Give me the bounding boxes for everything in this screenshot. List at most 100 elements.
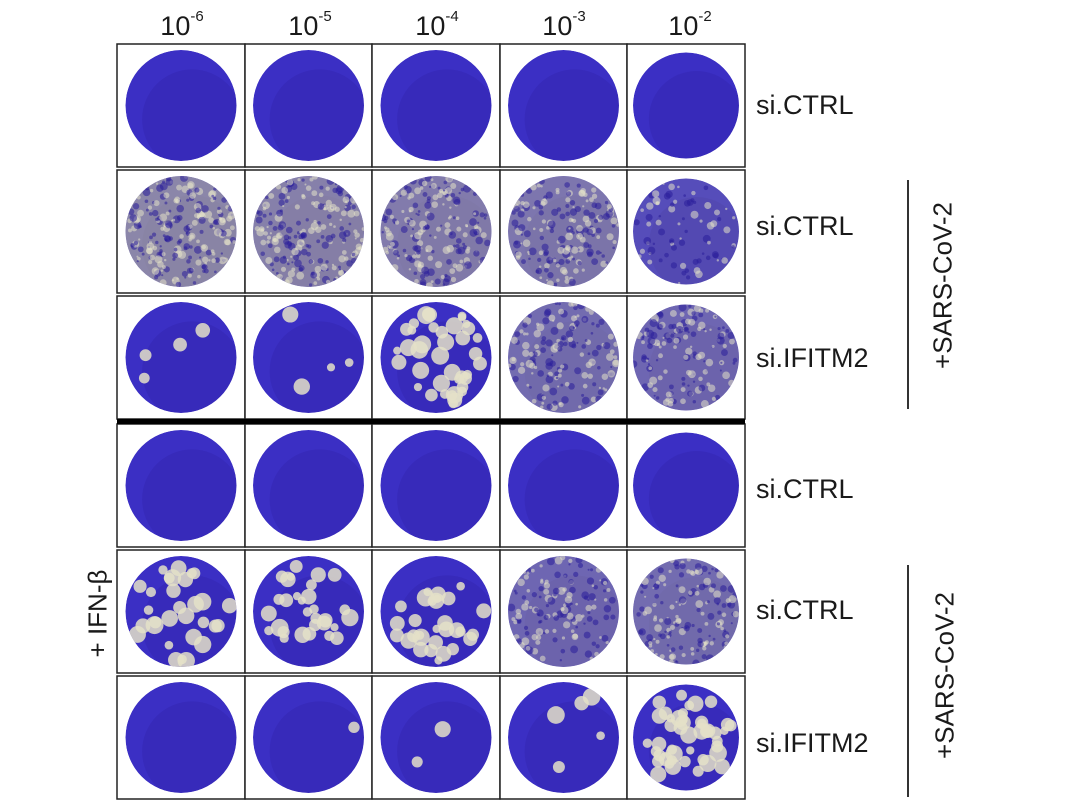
plaque — [305, 579, 317, 591]
plaque — [704, 695, 718, 708]
plaque — [300, 588, 317, 605]
group-label-1: +SARS-CoV-2 — [927, 202, 958, 369]
plaque — [177, 571, 194, 588]
plaque — [197, 616, 210, 629]
plaque — [422, 307, 438, 322]
plaque — [194, 635, 212, 654]
plaque — [400, 322, 413, 336]
well — [380, 50, 492, 161]
plaque — [434, 721, 451, 738]
plaque — [652, 695, 666, 709]
plaque — [193, 592, 212, 611]
plaque — [294, 626, 311, 643]
plaque — [447, 392, 463, 408]
row-label-4: si.CTRL — [756, 474, 854, 504]
well — [253, 302, 364, 413]
plaque — [714, 758, 730, 775]
plaque — [195, 322, 211, 338]
plaque — [164, 640, 174, 650]
well — [125, 556, 237, 667]
plaque — [456, 581, 465, 591]
plaque — [282, 306, 299, 323]
plaque — [720, 717, 735, 732]
well — [253, 176, 364, 287]
plaque — [330, 623, 339, 632]
plaque — [348, 721, 360, 734]
plaque — [439, 389, 450, 399]
well — [380, 556, 492, 667]
plaque — [163, 572, 175, 584]
plaque — [695, 715, 709, 729]
plaque — [427, 596, 437, 606]
plaque — [642, 738, 653, 748]
plaque — [677, 708, 689, 719]
plaque — [318, 613, 333, 628]
plaque — [173, 600, 187, 615]
plaque — [466, 628, 480, 641]
well — [380, 176, 492, 287]
plaque — [468, 347, 483, 361]
well — [253, 682, 364, 793]
side-label-ifn: + IFN-β — [82, 569, 113, 658]
plaque — [658, 706, 673, 721]
well — [508, 430, 619, 541]
plaque — [680, 726, 698, 744]
plaque — [455, 330, 471, 346]
well — [125, 682, 237, 793]
plaque — [293, 378, 310, 395]
plaque — [166, 583, 181, 598]
column-header-3: 10-4 — [415, 8, 459, 41]
plaque — [455, 370, 469, 384]
well — [508, 556, 619, 667]
column-header-4: 10-3 — [542, 8, 586, 41]
plaque — [410, 341, 429, 359]
well — [125, 50, 237, 161]
well — [633, 52, 739, 159]
plaque — [280, 571, 296, 588]
column-header-2: 10-5 — [288, 8, 332, 41]
plaque — [692, 765, 704, 777]
plaque — [476, 603, 492, 619]
plaque — [428, 635, 443, 650]
row-label-5: si.CTRL — [756, 595, 854, 625]
plaque — [457, 313, 467, 322]
plaque — [650, 766, 667, 783]
plaque — [327, 568, 342, 582]
panel-divider — [117, 419, 745, 424]
well — [508, 50, 619, 161]
plaque — [389, 628, 404, 643]
plaque — [400, 632, 417, 649]
plaque — [393, 346, 402, 355]
plaque — [133, 579, 147, 593]
plaque — [408, 613, 422, 628]
plaque — [413, 641, 429, 658]
plaque — [434, 656, 443, 665]
well — [253, 50, 364, 161]
well — [125, 302, 237, 413]
plaque — [129, 625, 146, 643]
plaque — [145, 616, 164, 635]
well — [633, 432, 739, 539]
plaque — [552, 761, 565, 774]
plaque — [273, 593, 285, 605]
plaque — [391, 354, 407, 370]
column-header-5: 10-2 — [668, 8, 712, 41]
plaque — [457, 386, 468, 397]
row-label-3: si.IFITM2 — [756, 343, 869, 373]
plaque — [676, 689, 687, 701]
plaque — [326, 363, 336, 372]
plaque — [177, 651, 195, 667]
plaque — [411, 756, 423, 768]
well — [253, 430, 364, 541]
plaque — [437, 615, 453, 631]
plaque — [208, 619, 222, 633]
plaque — [302, 607, 313, 617]
well — [633, 304, 739, 411]
plaque — [138, 372, 150, 384]
well — [508, 682, 619, 793]
well — [380, 302, 492, 413]
plaque — [686, 746, 695, 755]
plaque — [221, 598, 237, 614]
plaque — [289, 559, 303, 573]
